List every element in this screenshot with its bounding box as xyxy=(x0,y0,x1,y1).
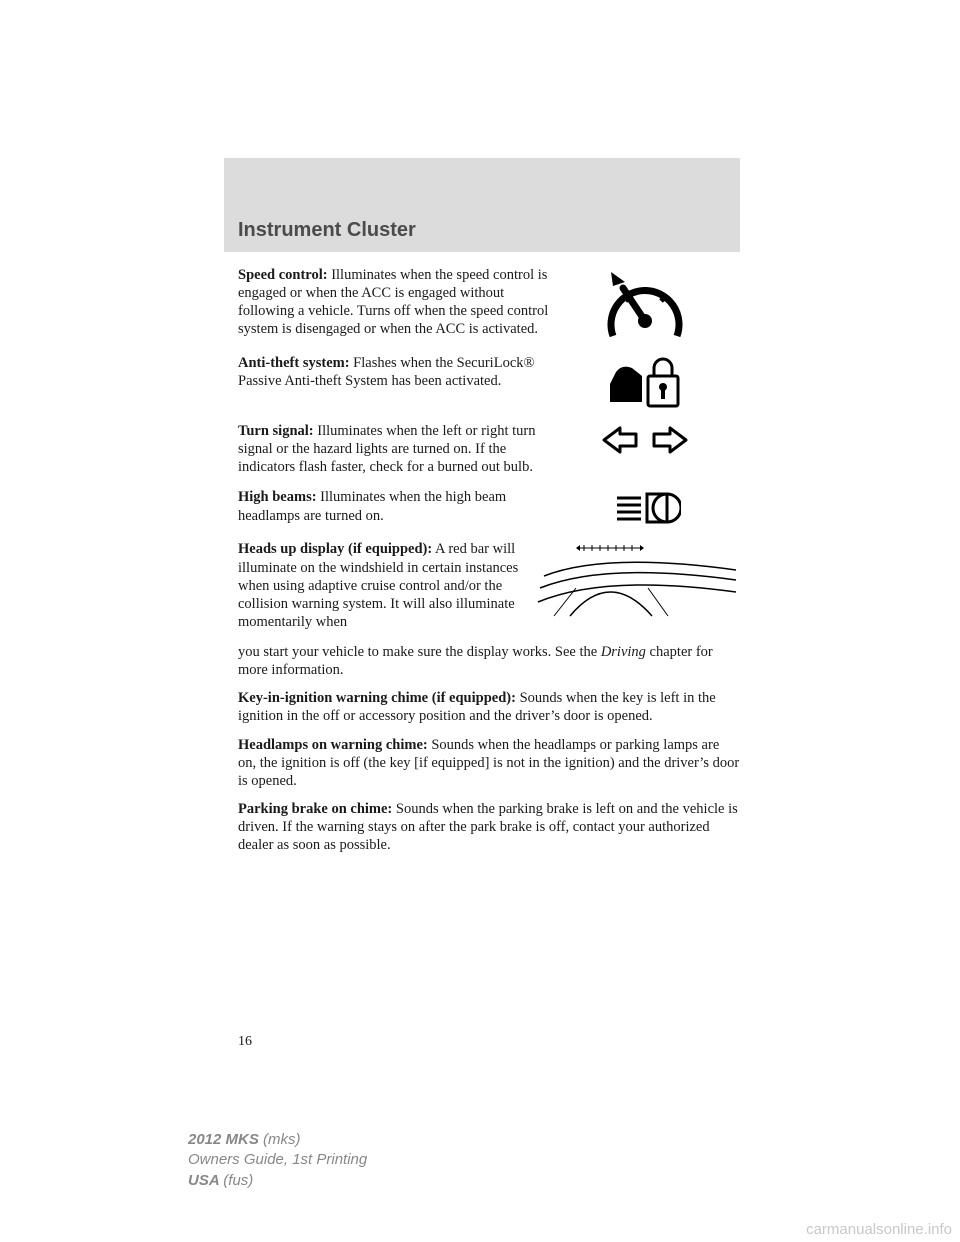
content-area: Speed control: Illuminates when the spee… xyxy=(238,266,740,864)
footer-line2: Owners Guide, 1st Printing xyxy=(188,1150,367,1170)
footer-line1: 2012 MKS (mks) xyxy=(188,1130,367,1150)
anti-theft-icon xyxy=(550,354,740,410)
item-text: Heads up display (if equipped): A red ba… xyxy=(238,540,536,631)
item-bold: Parking brake on chime: xyxy=(238,801,392,817)
footer: 2012 MKS (mks) Owners Guide, 1st Printin… xyxy=(188,1130,367,1191)
item-text: Turn signal: Illuminates when the left o… xyxy=(238,422,550,476)
item-text: High beams: Illuminates when the high be… xyxy=(238,488,550,524)
item-bold: Headlamps on warning chime: xyxy=(238,737,428,753)
high-beam-icon xyxy=(550,488,740,528)
item-parking-brake-chime: Parking brake on chime: Sounds when the … xyxy=(238,800,740,854)
page: Instrument Cluster Speed control: Illumi… xyxy=(0,0,960,1242)
footer-line3: USA (fus) xyxy=(188,1171,367,1191)
hud-cont-text: you start your vehicle to make sure the … xyxy=(238,644,601,660)
item-bold: Anti-theft system: xyxy=(238,355,350,371)
item-text: Speed control: Illuminates when the spee… xyxy=(238,266,550,339)
item-hud-cont: you start your vehicle to make sure the … xyxy=(238,643,740,679)
hud-icon xyxy=(536,540,736,620)
item-high-beams: High beams: Illuminates when the high be… xyxy=(238,488,740,528)
item-text: Anti-theft system: Flashes when the Secu… xyxy=(238,354,550,390)
item-turn-signal: Turn signal: Illuminates when the left o… xyxy=(238,422,740,476)
item-bold: Key-in-ignition warning chime (if equipp… xyxy=(238,690,516,706)
item-speed-control: Speed control: Illuminates when the spee… xyxy=(238,266,740,342)
item-bold: Heads up display (if equipped): xyxy=(238,541,432,557)
section-title: Instrument Cluster xyxy=(238,219,416,242)
watermark: carmanualsonline.info xyxy=(806,1221,952,1238)
item-headlamps-chime: Headlamps on warning chime: Sounds when … xyxy=(238,736,740,790)
turn-signal-icon xyxy=(550,422,740,458)
speed-control-icon xyxy=(550,266,740,342)
item-anti-theft: Anti-theft system: Flashes when the Secu… xyxy=(238,354,740,410)
item-bold: High beams: xyxy=(238,489,317,505)
item-key-chime: Key-in-ignition warning chime (if equipp… xyxy=(238,689,740,725)
item-bold: Turn signal: xyxy=(238,423,314,439)
item-hud: Heads up display (if equipped): A red ba… xyxy=(238,540,740,631)
section-header-band: Instrument Cluster xyxy=(224,158,740,252)
page-number: 16 xyxy=(238,1034,252,1050)
hud-italic: Driving xyxy=(601,644,646,660)
item-bold: Speed control: xyxy=(238,267,328,283)
